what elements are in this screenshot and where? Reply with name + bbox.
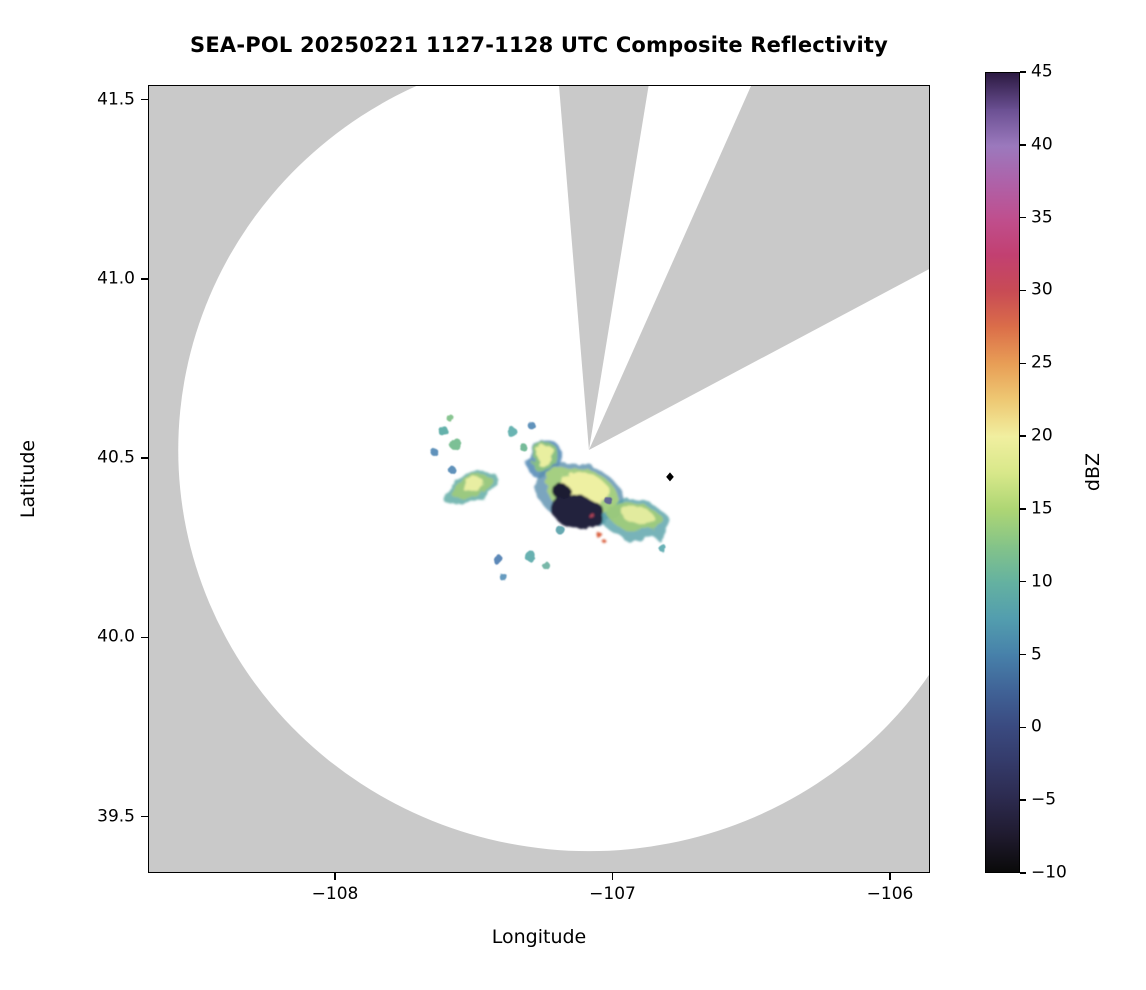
blocked-sector [588,85,930,450]
echo-speckles [430,414,667,581]
echo-speckle [448,466,457,474]
colorbar-segment [986,545,1019,582]
echo-speckle [604,496,612,505]
colorbar-segment [986,508,1019,546]
colorbar-tick-mark [1020,872,1026,874]
colorbar-tick-label: 20 [1031,425,1053,446]
colorbar-segment [986,617,1019,655]
echo-speckle [493,555,504,566]
echo-blob [553,484,571,500]
colorbar-segment [986,181,1019,219]
colorbar-tick-label: 35 [1031,207,1053,228]
colorbar-segment [986,654,1019,691]
echo-speckle [524,550,536,562]
radar-site-marker [666,472,674,482]
colorbar-tick-mark [1020,580,1026,583]
colorbar-tick-mark [1020,71,1026,73]
colorbar-tick-mark [1020,362,1026,365]
colorbar-segment [986,327,1019,365]
echo-field [441,441,671,541]
colorbar-tick-label: −10 [1031,862,1067,883]
echo-speckle [658,543,667,552]
echo-blob [535,446,555,466]
echo-speckle [430,448,439,456]
colorbar-segment [986,799,1019,837]
colorbar-tick-label: 10 [1031,571,1053,592]
y-tick-label: 40.0 [97,626,135,647]
colorbar-tick-mark [1020,435,1026,437]
colorbar-tick-mark [1020,653,1026,656]
colorbar-tick-mark [1020,508,1026,510]
colorbar-segment [986,218,1019,256]
x-axis-label: Longitude [491,926,587,948]
echo-blob [622,506,654,526]
echo-blob [551,494,605,530]
colorbar-tick-mark [1020,799,1026,801]
colorbar-segment [986,290,1019,328]
y-tick-label: 39.5 [97,806,135,827]
y-tick-label: 41.0 [97,268,135,289]
echo-speckle [449,437,462,450]
echo-speckle [499,572,508,581]
colorbar-tick-label: 25 [1031,352,1053,373]
colorbar-segment [986,726,1019,764]
colorbar-gradient [986,73,1019,872]
colorbar-tick-label: 45 [1031,61,1053,82]
y-tick-mark [141,815,148,818]
colorbar [985,72,1020,873]
colorbar-segment [986,690,1019,728]
echo-speckle [438,425,449,436]
colorbar-segment [986,472,1019,510]
colorbar-tick-label: 15 [1031,498,1053,519]
echo-blob [463,479,485,492]
colorbar-segment [986,581,1019,619]
x-tick-label: −107 [589,884,636,904]
colorbar-tick-label: 30 [1031,279,1053,300]
echo-blob [596,533,604,539]
echo-blob [589,513,595,519]
blocked-sector [558,85,649,450]
colorbar-segment [986,399,1019,437]
colorbar-segment [986,363,1019,401]
y-tick-label: 40.5 [97,447,135,468]
plot-area [148,85,930,873]
x-tick-mark [611,873,614,880]
colorbar-tick-mark [1020,726,1026,729]
colorbar-segment [986,109,1019,147]
colorbar-tick-label: 0 [1031,716,1042,737]
colorbar-tick-mark [1020,216,1026,219]
x-tick-mark [334,873,336,880]
echo-speckle [555,525,565,535]
y-tick-mark [141,636,148,639]
echo-speckle [446,414,454,422]
echo-speckle [542,561,551,570]
colorbar-segment [986,145,1019,183]
colorbar-label: dBZ [1082,452,1104,492]
x-tick-label: −108 [311,884,359,904]
echo-speckle [507,427,518,438]
y-tick-mark [141,98,148,101]
x-tick-label: −106 [866,884,914,904]
colorbar-segment [986,835,1019,872]
colorbar-segment [986,763,1019,800]
echo-speckle [519,443,528,451]
chart-title: SEA-POL 20250221 1127-1128 UTC Composite… [190,33,888,57]
y-tick-mark [141,457,148,459]
colorbar-tick-mark [1020,144,1026,146]
y-tick-label: 41.5 [97,89,135,110]
x-tick-mark [889,873,891,880]
colorbar-segment [986,436,1019,473]
colorbar-segment [986,73,1019,110]
colorbar-tick-mark [1020,289,1026,292]
y-tick-mark [141,278,148,280]
colorbar-tick-label: −5 [1031,789,1057,810]
colorbar-tick-label: 40 [1031,134,1053,155]
colorbar-tick-label: 5 [1031,644,1042,665]
colorbar-segment [986,254,1019,292]
radar-plot-canvas [148,85,930,873]
echo-speckle [528,422,536,430]
